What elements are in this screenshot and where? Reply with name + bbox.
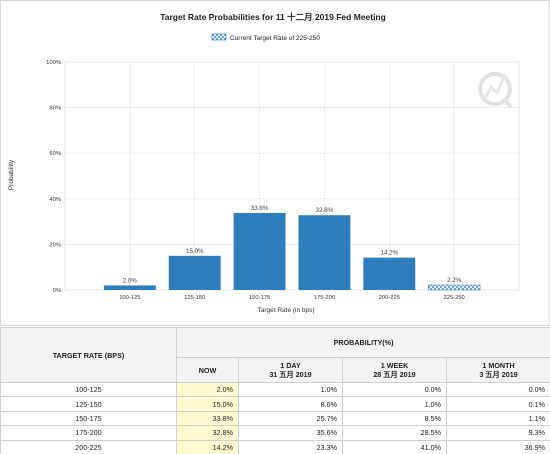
one-day-cell: 1.0%: [238, 381, 343, 398]
rate-cell: 175-200: [0, 425, 177, 441]
chart-title: Target Rate Probabilities for 11 十二月 201…: [160, 12, 386, 22]
y-axis-title: Probability: [8, 159, 15, 190]
legend-swatch: [211, 33, 227, 41]
bar: [427, 284, 481, 291]
table-row: 125-150 15.0% 8.6% 1.0% 0.1%: [0, 396, 550, 412]
rate-cell: 150-175: [0, 410, 177, 427]
column-header-label: 1 MONTH: [482, 360, 515, 370]
one-day-cell: 25.7%: [238, 410, 343, 427]
one-week-cell: 8.5%: [342, 410, 447, 427]
y-tick-label: 0%: [53, 288, 61, 294]
x-tick-label: 200-225: [379, 295, 400, 301]
table-row: 175-200 32.8% 35.6% 28.5% 9.3%: [0, 425, 550, 441]
target-rate-header: TARGET RATE (BPS): [0, 327, 177, 383]
now-cell: 14.2%: [176, 439, 239, 454]
x-tick-label: 175-200: [314, 295, 335, 301]
column-header-date: 31 五月 2019: [269, 369, 312, 379]
probability-table: TARGET RATE (BPS) PROBABILITY(%) NOW 1 DA…: [0, 327, 550, 454]
y-tick-label: 40%: [49, 197, 61, 203]
bar: [298, 215, 351, 290]
y-tick-label: 100%: [46, 60, 61, 66]
legend-label: Current Target Rate of 225-250: [230, 35, 320, 42]
bar-value-label: 14.2%: [381, 250, 399, 257]
bar: [363, 257, 416, 290]
column-header[interactable]: 1 WEEK 28 五月 2019: [342, 357, 447, 383]
one-month-cell: 0.0%: [445, 381, 550, 398]
rate-cell: 200-225: [0, 439, 177, 454]
one-month-cell: 0.1%: [445, 396, 550, 412]
one-week-cell: 1.0%: [342, 396, 447, 412]
one-week-cell: 41.0%: [342, 439, 447, 454]
column-header-label: 1 WEEK: [380, 360, 409, 370]
bar: [168, 255, 221, 290]
column-header-label: NOW: [198, 365, 217, 375]
column-header-date: 28 五月 2019: [373, 369, 416, 379]
one-week-cell: 0.0%: [342, 381, 447, 398]
y-tick-label: 80%: [49, 106, 61, 112]
bar: [103, 285, 156, 290]
probability-table-wrap: TARGET RATE (BPS) PROBABILITY(%) NOW 1 DA…: [0, 327, 550, 454]
now-cell: 15.0%: [176, 396, 239, 412]
now-cell: 32.8%: [176, 425, 239, 441]
table-row: 100-125 2.0% 1.0% 0.0% 0.0%: [0, 381, 550, 398]
column-header[interactable]: NOW: [176, 357, 239, 383]
one-day-cell: 35.6%: [238, 425, 343, 441]
column-header[interactable]: 1 DAY 31 五月 2019: [238, 357, 343, 383]
plot-area: 0% 20% 40% 60% 80% 100% 2.0% 100-125 15.0% 125-15…: [46, 60, 520, 301]
one-week-cell: 28.5%: [342, 425, 447, 441]
rate-cell: 125-150: [0, 396, 177, 412]
chart-panel: Target Rate Probabilities for 11 十二月 201…: [0, 0, 550, 326]
bar: [233, 212, 286, 290]
column-header[interactable]: 1 MONTH 3 五月 2019: [445, 357, 550, 383]
one-day-cell: 8.6%: [238, 396, 343, 412]
x-tick-label: 225-250: [444, 295, 465, 301]
now-cell: 2.0%: [176, 381, 239, 398]
bar-value-label: 33.8%: [251, 205, 269, 212]
y-tick-label: 60%: [49, 151, 61, 157]
rate-probability-chart: Target Rate Probabilities for 11 十二月 201…: [8, 12, 520, 314]
column-header-date: 3 五月 2019: [479, 369, 518, 379]
rate-cell: 100-125: [0, 381, 177, 398]
y-tick-label: 20%: [49, 242, 61, 248]
column-header-label: 1 DAY: [280, 360, 301, 370]
bar-value-label: 15.0%: [186, 248, 204, 255]
x-tick-label: 125-150: [184, 295, 205, 301]
bar-value-label: 2.0%: [123, 277, 138, 284]
chart-legend: Current Target Rate of 225-250: [211, 33, 320, 42]
bar-value-label: 2.2%: [447, 277, 462, 284]
one-month-cell: 1.1%: [445, 410, 550, 427]
one-month-cell: 36.9%: [445, 439, 550, 454]
x-tick-label: 150-175: [249, 295, 270, 301]
one-day-cell: 23.3%: [238, 439, 343, 454]
table-row: 150-175 33.8% 25.7% 8.5% 1.1%: [0, 410, 550, 427]
bar-value-label: 32.8%: [316, 207, 334, 214]
one-month-cell: 9.3%: [445, 425, 550, 441]
now-cell: 33.8%: [176, 410, 239, 427]
plot-frame: [64, 61, 520, 291]
x-tick-label: 100-125: [119, 295, 140, 301]
x-axis-title: Target Rate (in bps): [257, 307, 314, 314]
watermark-logo-icon: [478, 72, 513, 109]
probability-header: PROBABILITY(%): [175, 327, 550, 358]
table-row: 200-225 14.2% 23.3% 41.0% 36.9%: [0, 439, 550, 454]
